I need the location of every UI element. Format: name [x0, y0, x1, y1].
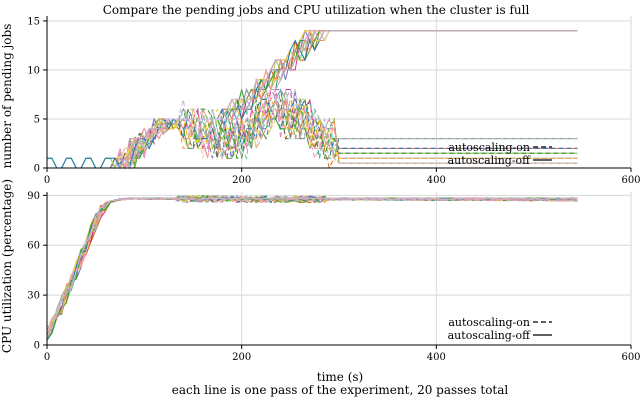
legend-label-autoscaling-off: autoscaling-off	[448, 154, 532, 167]
cpu-utilization-y-axis-label: CPU utilization (percentage)	[0, 179, 14, 353]
cpu-utilization-axes: 0 200 400 600 0 30 60 90	[27, 191, 640, 363]
series-line-autoscaling-on	[47, 99, 578, 169]
cpu-utilization-series	[46, 194, 578, 341]
series-line-autoscaling-on	[46, 195, 578, 331]
series-line-autoscaling-on	[46, 195, 578, 333]
series-line-autoscaling-on	[47, 89, 578, 170]
cpu-utilization-grid	[47, 192, 632, 345]
cpu-utilization-legend: autoscaling-on autoscaling-off	[448, 316, 552, 342]
series-line-autoscaling-off	[46, 197, 578, 333]
series-line-autoscaling-on	[47, 87, 578, 169]
series-line-autoscaling-off	[46, 197, 578, 338]
cpu-utilization-panel: 0 200 400 600 0 30 60 90 autoscaling-on autosca…	[0, 179, 640, 363]
legend-label-autoscaling-off: autoscaling-off	[448, 329, 532, 342]
series-line-autoscaling-off	[46, 197, 578, 333]
y-tick-label: 90	[27, 191, 40, 202]
series-line-autoscaling-on	[46, 195, 578, 340]
series-line-autoscaling-off	[46, 197, 578, 333]
y-tick-label: 5	[34, 114, 40, 125]
x-axis-label: time (s)	[317, 370, 363, 384]
x-tick-label: 0	[44, 352, 50, 363]
series-line-autoscaling-on	[46, 195, 578, 334]
x-tick-label: 600	[621, 175, 640, 186]
series-line-autoscaling-on	[46, 195, 578, 334]
x-tick-label: 400	[427, 175, 446, 186]
pending-jobs-axes: 0 200 400 600 0 5 10 15	[27, 16, 640, 186]
y-tick-label: 15	[27, 16, 40, 27]
y-tick-label: 30	[27, 291, 40, 302]
x-tick-label: 600	[621, 352, 640, 363]
x-tick-label: 200	[232, 175, 251, 186]
series-line-autoscaling-on	[47, 98, 578, 169]
pending-jobs-grid	[47, 16, 632, 168]
x-tick-label: 200	[232, 352, 251, 363]
series-line-autoscaling-on	[47, 99, 578, 169]
legend-label-autoscaling-on: autoscaling-on	[448, 141, 530, 154]
pending-jobs-legend: autoscaling-on autoscaling-off	[448, 141, 552, 167]
legend-label-autoscaling-on: autoscaling-on	[448, 316, 530, 329]
series-line-autoscaling-on	[46, 195, 578, 334]
series-line-autoscaling-on	[46, 194, 578, 333]
y-tick-label: 0	[34, 164, 40, 175]
series-line-autoscaling-off	[46, 197, 578, 333]
series-line-autoscaling-off	[46, 197, 578, 331]
pending-jobs-y-axis-label: number of pending jobs	[0, 24, 14, 169]
chart-title: Compare the pending jobs and CPU utiliza…	[103, 3, 530, 17]
series-line-autoscaling-off	[46, 197, 578, 334]
y-tick-label: 0	[34, 341, 40, 352]
series-line-autoscaling-on	[46, 195, 578, 336]
series-line-autoscaling-off	[47, 30, 578, 170]
x-tick-label: 400	[427, 352, 446, 363]
figure-caption: each line is one pass of the experiment,…	[172, 383, 509, 397]
pending-jobs-panel: 0 200 400 600 0 5 10 15 autoscaling-on autoscal…	[0, 16, 640, 186]
y-tick-label: 10	[27, 65, 40, 76]
y-tick-label: 60	[27, 241, 40, 252]
series-line-autoscaling-on	[47, 89, 578, 169]
x-tick-label: 0	[44, 175, 50, 186]
pending-jobs-series	[47, 29, 578, 170]
